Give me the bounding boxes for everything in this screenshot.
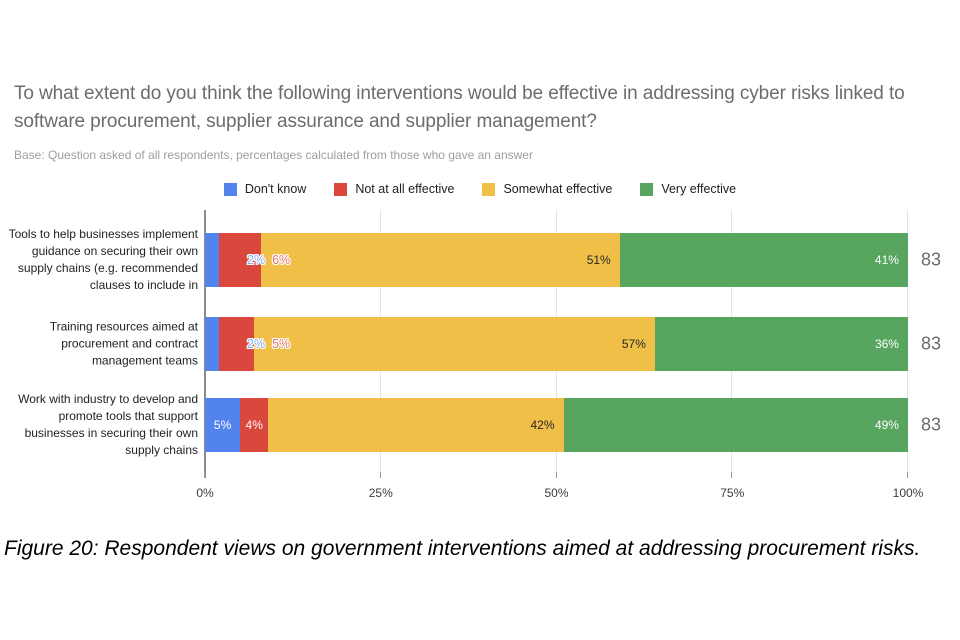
bar-value-label: 41% xyxy=(874,253,899,267)
category-label: Tools to help businesses implement guida… xyxy=(8,227,198,292)
legend-item: Very effective xyxy=(640,182,736,196)
chart-plot-area: 51% 41% 2% 6% 83 57% 36% 2% 5% 83 5% 4% 42% 49% 83 xyxy=(204,210,941,478)
legend-label: Somewhat effective xyxy=(503,182,613,196)
legend-item: Not at all effective xyxy=(334,182,454,196)
x-tick-label: 100% xyxy=(892,486,924,500)
bar-value-label: 6% xyxy=(272,253,291,267)
axis-tick xyxy=(731,472,733,478)
x-tick-label: 50% xyxy=(544,486,569,500)
bar-value-label-cluster: 2% 6% xyxy=(247,253,290,267)
legend-label: Not at all effective xyxy=(355,182,455,196)
bar-segment: 51% xyxy=(261,233,620,287)
legend-swatch-icon xyxy=(640,182,654,196)
bar-segment: 49% xyxy=(563,398,908,452)
x-tick-label: 75% xyxy=(720,486,745,500)
legend-swatch-icon xyxy=(223,182,237,196)
bar-row: 5% 4% 42% 49% 83 xyxy=(205,398,941,452)
bar-value-label: 36% xyxy=(874,337,899,351)
bar-value-label: 5% xyxy=(213,418,232,432)
bar-value-label: 2% xyxy=(247,337,266,351)
legend-label: Very effective xyxy=(661,182,737,196)
bar-value-label: 5% xyxy=(272,337,291,351)
bar-row: 51% 41% 2% 6% 83 xyxy=(205,233,941,287)
axis-tick xyxy=(379,472,381,478)
bar-segment: 41% xyxy=(619,233,908,287)
bar-segment xyxy=(219,317,255,371)
bar-segment: 5% xyxy=(205,398,241,452)
bar-value-label: 42% xyxy=(530,418,555,432)
chart-legend: Don't know Not at all effective Somewhat e… xyxy=(0,182,960,196)
category-label: Training resources aimed at procurement … xyxy=(49,319,198,368)
bar-segment: 4% xyxy=(240,398,269,452)
bar-segment: 42% xyxy=(268,398,564,452)
bar-total: 83 xyxy=(921,333,942,354)
legend-swatch-icon xyxy=(334,182,348,196)
bar-value-label: 57% xyxy=(621,337,646,351)
bar-value-label: 2% xyxy=(247,253,266,267)
figure-caption: Figure 20: Respondent views on governmen… xyxy=(4,537,921,560)
axis-tick xyxy=(555,472,557,478)
bar-segment: 57% xyxy=(254,317,655,371)
bar-value-label-cluster: 2% 5% xyxy=(247,337,290,351)
bar-segment xyxy=(219,233,262,287)
bar-row: 57% 36% 2% 5% 83 xyxy=(205,317,941,371)
legend-item: Somewhat effective xyxy=(482,182,612,196)
bar-value-label: 4% xyxy=(245,418,263,432)
bar-segment xyxy=(205,317,220,371)
x-tick-label: 0% xyxy=(196,486,214,500)
legend-item: Don't know xyxy=(223,182,307,196)
axis-tick xyxy=(907,472,908,478)
x-tick-label: 25% xyxy=(368,486,393,500)
category-label: Work with industry to develop and promot… xyxy=(18,392,198,457)
bar-value-label: 51% xyxy=(586,253,611,267)
bar-total: 83 xyxy=(921,414,942,435)
bar-value-label: 49% xyxy=(874,418,899,432)
bar-segment xyxy=(205,233,220,287)
chart-title: To what extent do you think the followin… xyxy=(14,83,905,132)
bar-segment: 36% xyxy=(654,317,908,371)
legend-swatch-icon xyxy=(482,182,496,196)
legend-label: Don't know xyxy=(244,182,307,196)
axis-tick xyxy=(204,472,205,478)
bar-total: 83 xyxy=(921,249,942,270)
chart-subtitle: Base: Question asked of all respondents,… xyxy=(14,148,533,162)
